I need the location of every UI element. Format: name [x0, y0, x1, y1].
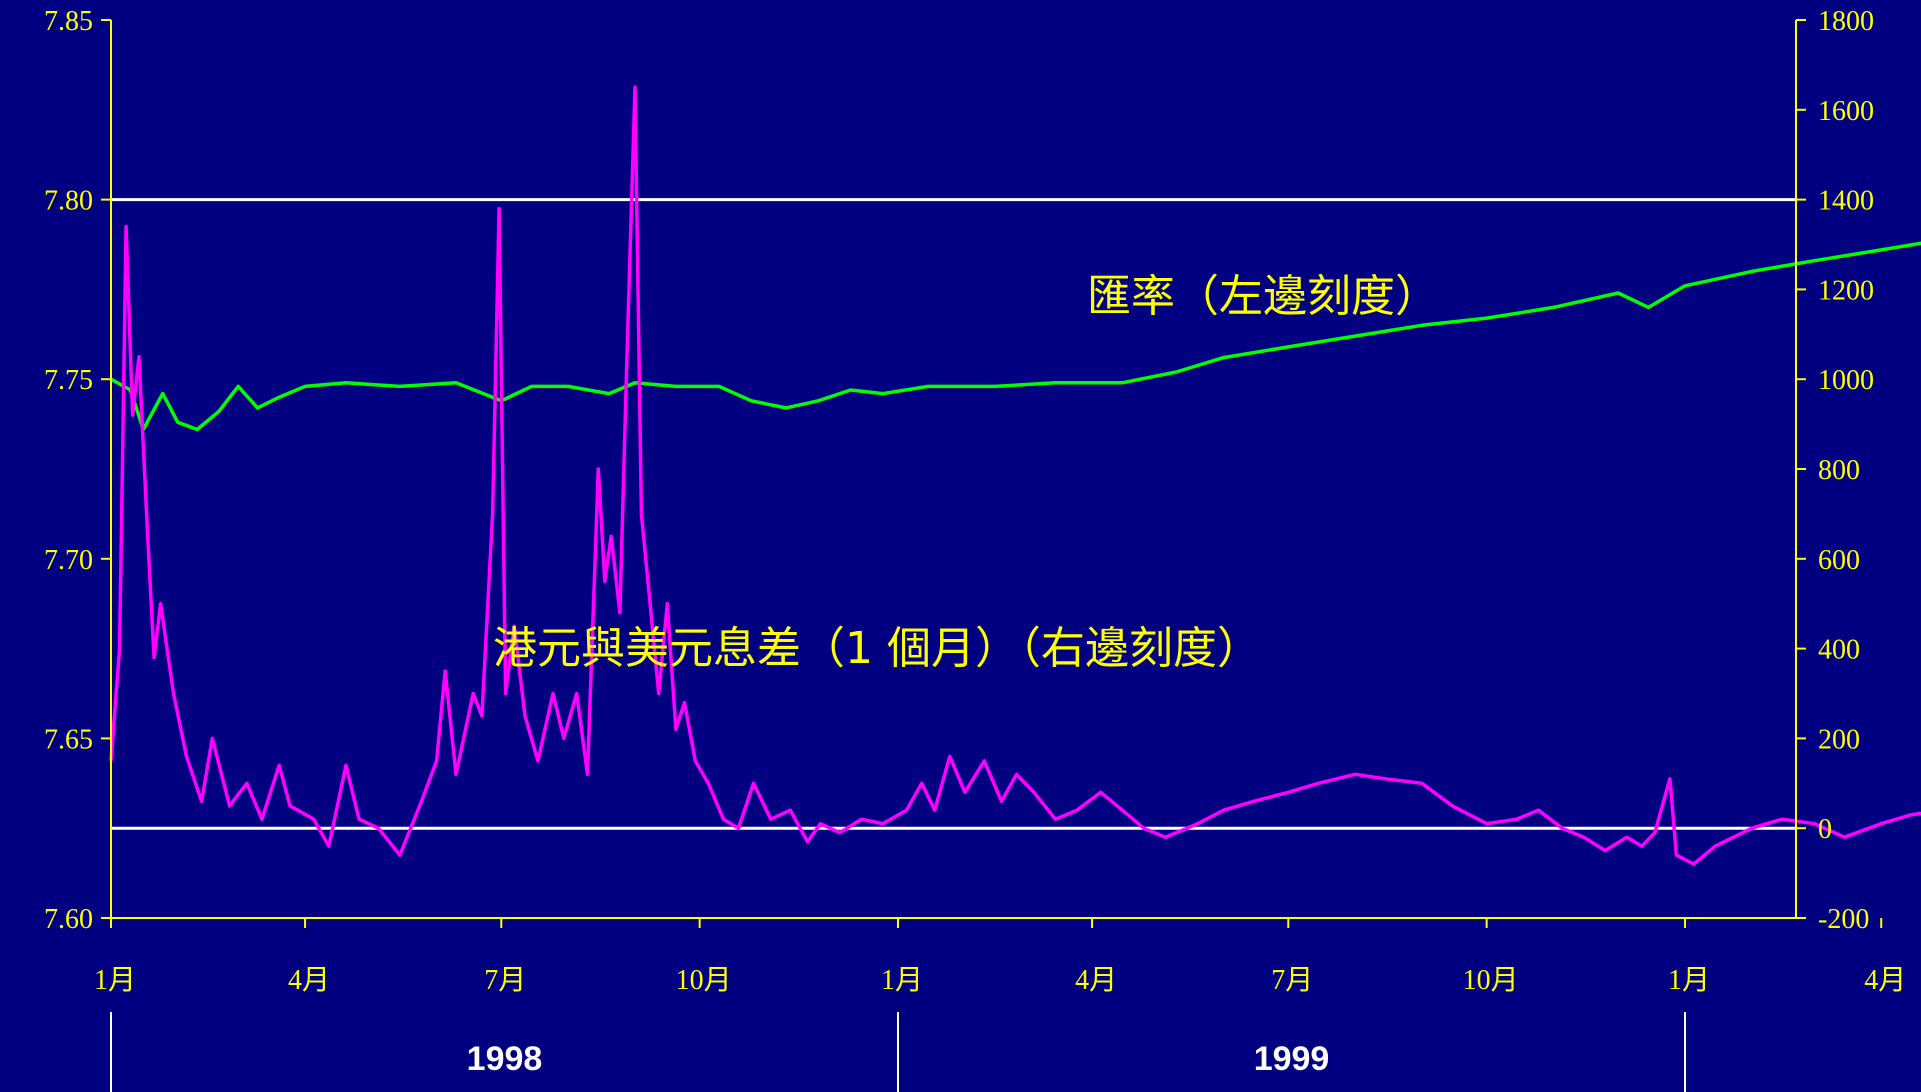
interest-spread-line	[109, 85, 1921, 866]
x-tick-label: 10月	[1463, 965, 1519, 996]
x-tick-label: 1月	[94, 965, 136, 996]
right-tick-label: 1800	[1818, 6, 1874, 37]
left-tick-label: 7.75	[44, 365, 93, 396]
x-tick-label: 4月	[1075, 965, 1117, 996]
right-tick-label: 400	[1818, 635, 1860, 666]
left-tick-label: 7.85	[44, 6, 93, 37]
year-label: 1999	[1254, 1040, 1330, 1078]
exchange-rate-line	[110, 241, 1921, 432]
x-tick-label: 1月	[1668, 965, 1710, 996]
left-tick-label: 7.80	[44, 186, 93, 217]
x-tick-label: 4月	[1864, 965, 1906, 996]
x-tick-label: 1月	[881, 965, 923, 996]
left-tick-label: 7.65	[44, 724, 93, 755]
spread-annotation: 港元與美元息差（1 個月）（右邊刻度）	[493, 623, 1261, 674]
left-tick-label: 7.60	[44, 904, 93, 935]
right-tick-label: 600	[1818, 545, 1860, 576]
right-tick-label: 0	[1818, 814, 1832, 845]
right-tick-label: 200	[1818, 724, 1860, 755]
left-tick-label: 7.70	[44, 545, 93, 576]
x-tick-label: 10月	[676, 965, 732, 996]
right-tick-label: 1000	[1818, 365, 1874, 396]
x-tick-label: 7月	[484, 965, 526, 996]
right-tick-label: 1600	[1818, 96, 1874, 127]
x-tick-label: 4月	[288, 965, 330, 996]
right-tick-label: -200	[1818, 904, 1869, 935]
right-tick-label: 1400	[1818, 186, 1874, 217]
exchange-rate-annotation: 匯率（左邊刻度）	[1087, 271, 1439, 322]
x-tick-label: 7月	[1271, 965, 1313, 996]
year-label: 1998	[467, 1040, 543, 1078]
right-tick-label: 1200	[1818, 275, 1874, 306]
right-tick-label: 800	[1818, 455, 1860, 486]
